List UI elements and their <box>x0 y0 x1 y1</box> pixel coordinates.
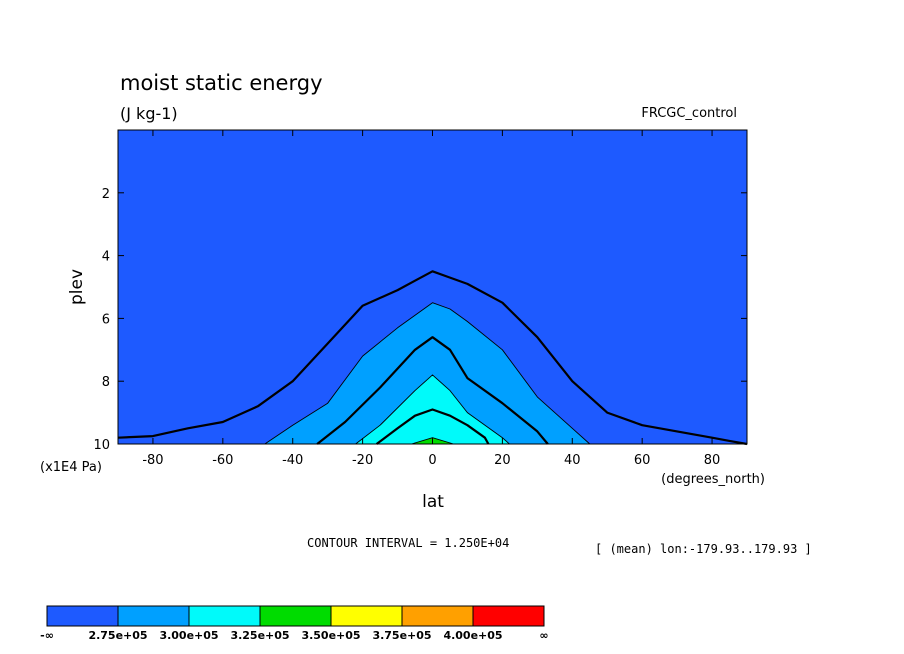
x-axis-label: lat <box>422 492 444 512</box>
y-tick-label: 2 <box>102 187 110 202</box>
colorbar-label: -∞ <box>40 629 54 642</box>
y-tick-label: 4 <box>102 250 110 265</box>
chart-title: moist static energy <box>120 71 323 95</box>
contour-line-325000 <box>375 408 490 445</box>
contour-interval-note: CONTOUR INTERVAL = 1.250E+04 <box>307 536 509 550</box>
colorbar-swatch <box>401 605 474 627</box>
colorbar-swatch <box>188 605 261 627</box>
contour-line-300000 <box>316 336 549 445</box>
colorbar-swatch <box>330 605 403 627</box>
x-tick-label: -40 <box>282 453 303 468</box>
y-tick-label: 6 <box>102 312 110 327</box>
colorbar-swatch <box>117 605 190 627</box>
contour-lines <box>117 270 748 446</box>
colorbar-label: 3.75e+05 <box>372 629 431 642</box>
colorbar-label: 3.00e+05 <box>159 629 218 642</box>
colorbar: -∞ 2.75e+05 3.00e+05 3.25e+05 3.50e+05 3.75e+… <box>40 605 549 642</box>
colorbar-swatch <box>46 605 119 627</box>
x-tick-label: -80 <box>142 453 163 468</box>
contour-line-275000 <box>117 270 748 446</box>
contour-fills <box>118 130 747 444</box>
colorbar-label: 3.50e+05 <box>301 629 360 642</box>
x-tick-label: 80 <box>704 453 721 468</box>
contour-band-325000 <box>376 409 489 444</box>
contour-line-312500 <box>355 374 510 445</box>
colorbar-label: 4.00e+05 <box>443 629 502 642</box>
y-axis-label: plev <box>67 269 87 305</box>
x-tick-label: 20 <box>494 453 511 468</box>
colorbar-label: ∞ <box>539 629 548 642</box>
axis-ticks: -80 -60 -40 -20 0 20 40 60 80 2 4 6 8 10 <box>93 130 747 468</box>
mean-note: [ (mean) lon:-179.93..179.93 ] <box>595 542 812 556</box>
chart-units: (J kg-1) <box>120 104 178 123</box>
x-tick-label: -20 <box>352 453 373 468</box>
x-tick-label: 40 <box>564 453 581 468</box>
y-tick-label: 10 <box>93 438 110 453</box>
colorbar-label: 2.75e+05 <box>88 629 147 642</box>
x-tick-label: 60 <box>634 453 651 468</box>
y-tick-label: 8 <box>102 375 110 390</box>
colorbar-swatch <box>259 605 332 627</box>
x-tick-label: 0 <box>428 453 436 468</box>
dataset-label: FRCGC_control <box>641 106 737 121</box>
colorbar-swatch <box>472 605 545 627</box>
contour-line-337500 <box>411 437 454 445</box>
x-axis-units: (degrees_north) <box>661 472 765 487</box>
y-axis-units: (x1E4 Pa) <box>40 460 102 475</box>
contour-line-287500 <box>264 302 591 445</box>
colorbar-label: 3.25e+05 <box>230 629 289 642</box>
x-tick-label: -60 <box>212 453 233 468</box>
